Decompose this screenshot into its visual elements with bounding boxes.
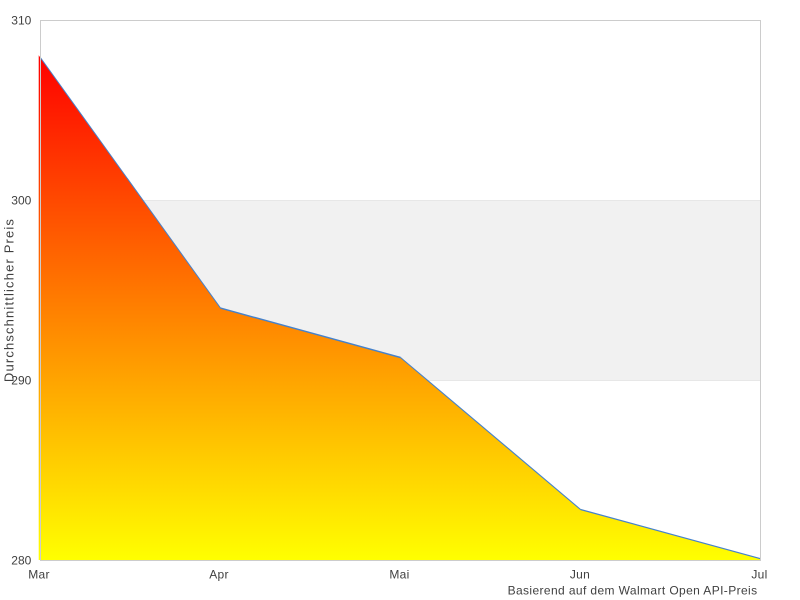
svg-text:Mar: Mar bbox=[28, 567, 50, 581]
svg-text:300: 300 bbox=[11, 194, 31, 208]
svg-text:Apr: Apr bbox=[209, 567, 229, 581]
svg-text:Mai: Mai bbox=[389, 567, 409, 581]
svg-text:290: 290 bbox=[11, 374, 31, 388]
svg-text:Basierend auf dem Walmart Open: Basierend auf dem Walmart Open API-Preis bbox=[508, 584, 758, 598]
svg-text:Jul: Jul bbox=[751, 567, 767, 581]
svg-text:310: 310 bbox=[11, 14, 31, 28]
svg-text:280: 280 bbox=[11, 554, 31, 568]
svg-text:Jun: Jun bbox=[570, 567, 590, 581]
svg-text:Durchschnittlicher Preis: Durchschnittlicher Preis bbox=[2, 218, 17, 382]
